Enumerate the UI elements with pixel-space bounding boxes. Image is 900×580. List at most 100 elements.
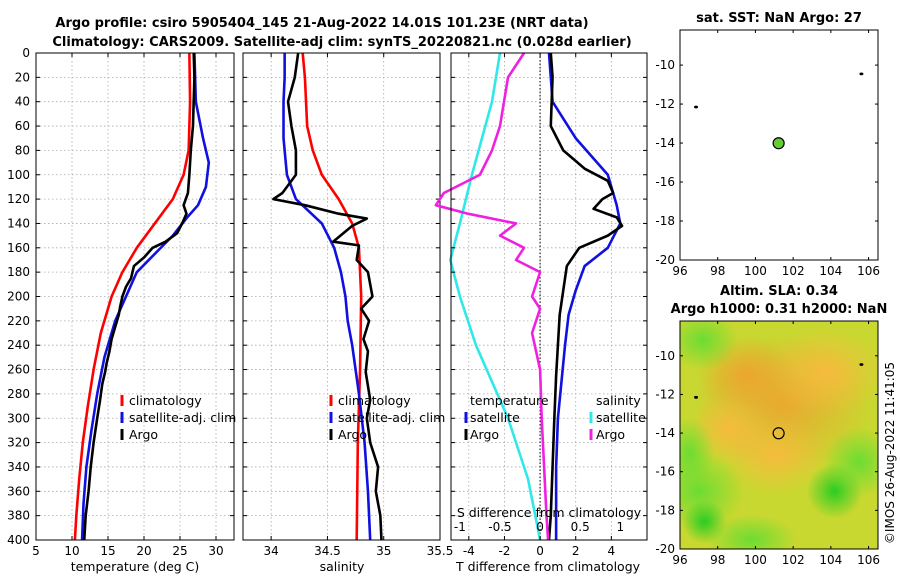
y-tick-label: 160	[7, 241, 30, 255]
x-tick-label: 106	[857, 264, 880, 278]
y-tick-label: 260	[7, 363, 30, 377]
y-tick-label: -20	[655, 542, 675, 556]
difference-legend: temperature salinity satellite Argo sate…	[464, 393, 646, 442]
legend-label-sal-argo: Argo	[596, 427, 625, 442]
y-tick-label: -14	[655, 426, 675, 440]
series-climatology	[301, 52, 363, 541]
x-tick-label: 102	[782, 553, 805, 567]
island-marker	[694, 105, 699, 109]
sla-map-title-line1: Altim. SLA: 0.34	[720, 284, 838, 299]
x-tick-label: 102	[782, 264, 805, 278]
sla-anomaly-blob	[824, 427, 878, 498]
x-tick-label: 98	[710, 264, 725, 278]
sla-anomaly-blob	[706, 514, 797, 549]
legend-title-temperature: temperature	[470, 393, 549, 408]
series-argo	[272, 52, 383, 541]
temperature-x-label: temperature (deg C)	[71, 559, 200, 574]
y-tick-label: -10	[655, 58, 675, 72]
x-tick-label: 0	[536, 544, 544, 558]
y-tick-label: 60	[15, 119, 30, 133]
series-salinity-argo	[434, 52, 550, 541]
y-tick-label: 140	[7, 216, 30, 230]
series-satellite-adj-clim	[282, 53, 372, 541]
x-tick-label: 34.5	[314, 544, 341, 558]
x-tick-label: 106	[857, 553, 880, 567]
x-tick-label: 25	[172, 544, 187, 558]
legend-label-temp-satellite: satellite	[470, 410, 520, 425]
y-tick-label: 120	[7, 192, 30, 206]
y-tick-label: -12	[655, 387, 675, 401]
figure-title-line2: Climatology: CARS2009. Satellite-adj cli…	[52, 35, 631, 50]
x-tick-label: 104	[819, 553, 842, 567]
series-climatology	[73, 52, 192, 541]
y-tick-label: -18	[655, 503, 675, 517]
y-tick-label: 340	[7, 460, 30, 474]
y-tick-label: 400	[7, 533, 30, 547]
sla_map-frame	[679, 320, 879, 550]
x-tick-label: 5	[32, 544, 40, 558]
y-tick-label: 240	[7, 338, 30, 352]
sst-map-panel: 96 98 100 102 104 106 -10 -12 -14 -16 -18 -20	[655, 29, 880, 278]
s-tick-label: 0	[536, 520, 544, 534]
y-tick-label: 220	[7, 314, 30, 328]
series-satellite-adj-clim	[80, 52, 211, 541]
y-tick-label: 100	[7, 168, 30, 182]
salinity-plot-area	[243, 53, 440, 540]
y-tick-label: 320	[7, 436, 30, 450]
island-marker	[859, 72, 864, 76]
y-tick-label: -10	[655, 349, 675, 363]
legend-label-climatology: climatology	[129, 393, 202, 408]
x-tick-label: -2	[498, 544, 510, 558]
x-tick-label: 10	[64, 544, 79, 558]
legend-label-climatology: climatology	[338, 393, 411, 408]
island-marker	[859, 363, 864, 366]
y-tick-label: -12	[655, 97, 675, 111]
imos-credit: ©IMOS 26-Aug-2022 11:41:05	[883, 362, 897, 544]
legend-title-salinity: salinity	[596, 393, 641, 408]
x-tick-label: 96	[672, 264, 687, 278]
temperature-legend: climatology satellite-adj. clim Argo	[120, 393, 236, 442]
temperature-panel: 5 10 15 20 25 3002040608010012014016018020022…	[7, 46, 235, 558]
argo-location-marker	[772, 137, 785, 150]
y-tick-label: 360	[7, 484, 30, 498]
s-tick-label: -1	[454, 520, 466, 534]
y-tick-label: 20	[15, 70, 30, 84]
y-tick-label: -16	[655, 175, 675, 189]
temperature-grid	[36, 53, 234, 540]
legend-label-satellite: satellite-adj. clim	[129, 410, 236, 425]
y-tick-label: 40	[15, 95, 30, 109]
sla-map-panel: 96 98 100 102 104 106 -10 -12 -14 -16 -18 -20	[655, 320, 880, 567]
island-marker	[694, 395, 699, 399]
y-tick-label: 80	[15, 143, 30, 157]
series-argo	[82, 52, 196, 541]
x-tick-label: 20	[136, 544, 151, 558]
x-tick-label: 96	[672, 553, 687, 567]
x-tick-label: 4	[608, 544, 616, 558]
y-tick-label: 280	[7, 387, 30, 401]
series-salinity-satellite	[448, 52, 542, 541]
argo-location-marker	[772, 427, 785, 440]
y-tick-label: -20	[655, 253, 675, 267]
y-tick-label: 380	[7, 509, 30, 523]
series-temperature-argo	[547, 52, 624, 541]
x-tick-label: 100	[744, 264, 767, 278]
x-tick-label: 34	[264, 544, 279, 558]
figure-title-line1: Argo profile: csiro 5905404_145 21-Aug-2…	[55, 16, 588, 31]
series-temperature-satellite	[547, 52, 622, 540]
y-tick-label: 180	[7, 265, 30, 279]
legend-label-temp-argo: Argo	[470, 427, 499, 442]
sla-map-title-line2: Argo h1000: 0.31 h2000: NaN	[671, 302, 888, 317]
legend-label-satellite: satellite-adj. clim	[338, 410, 445, 425]
sla-heatmap	[680, 321, 878, 549]
difference-s-label: S difference from climatology	[457, 505, 642, 520]
sla-anomaly-blob	[767, 326, 878, 417]
y-tick-label: 300	[7, 411, 30, 425]
sst-map-title: sat. SST: NaN Argo: 27	[696, 11, 862, 26]
y-tick-label: 200	[7, 290, 30, 304]
s-tick-label: -0.5	[488, 520, 511, 534]
legend-label-argo: Argo	[129, 427, 158, 442]
legend-label-argo: Argo	[338, 427, 367, 442]
salinity-panel: 34 34.5 35 35.5	[242, 52, 453, 558]
y-tick-label: -16	[655, 465, 675, 479]
